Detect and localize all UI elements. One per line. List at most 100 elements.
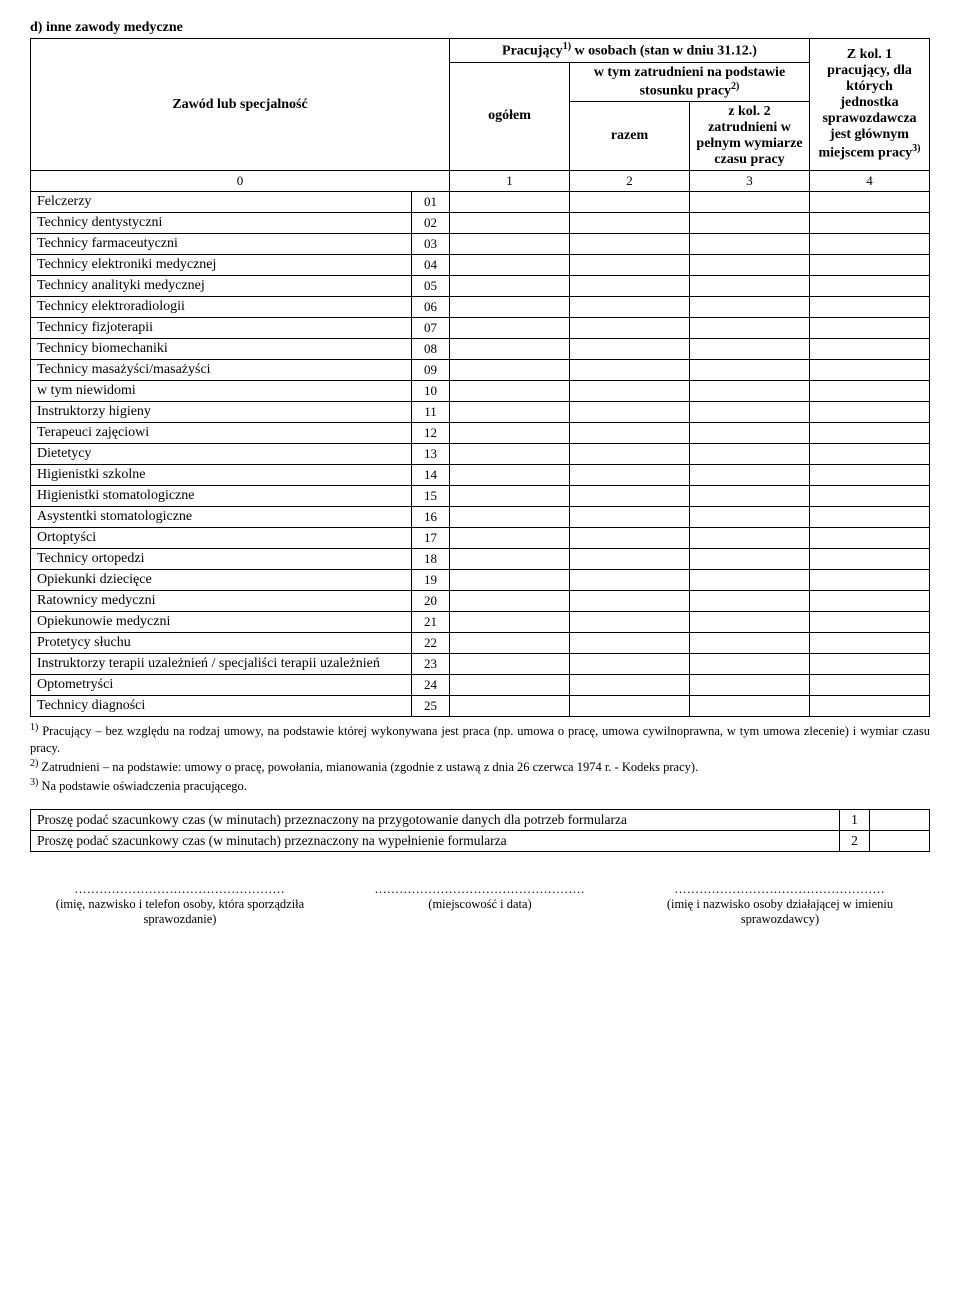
data-cell[interactable]	[570, 276, 690, 297]
data-cell[interactable]	[570, 486, 690, 507]
data-cell[interactable]	[810, 654, 930, 675]
data-cell[interactable]	[450, 633, 570, 654]
data-cell[interactable]	[570, 213, 690, 234]
data-cell[interactable]	[810, 528, 930, 549]
data-cell[interactable]	[450, 255, 570, 276]
data-cell[interactable]	[570, 654, 690, 675]
data-cell[interactable]	[810, 675, 930, 696]
data-cell[interactable]	[810, 423, 930, 444]
data-cell[interactable]	[810, 255, 930, 276]
data-cell[interactable]	[810, 381, 930, 402]
data-cell[interactable]	[690, 339, 810, 360]
data-cell[interactable]	[690, 444, 810, 465]
data-cell[interactable]	[690, 213, 810, 234]
data-cell[interactable]	[450, 402, 570, 423]
data-cell[interactable]	[450, 213, 570, 234]
data-cell[interactable]	[690, 465, 810, 486]
data-cell[interactable]	[450, 654, 570, 675]
data-cell[interactable]	[570, 507, 690, 528]
data-cell[interactable]	[450, 360, 570, 381]
data-cell[interactable]	[570, 696, 690, 717]
data-cell[interactable]	[690, 486, 810, 507]
data-cell[interactable]	[450, 696, 570, 717]
data-cell[interactable]	[570, 612, 690, 633]
data-cell[interactable]	[810, 402, 930, 423]
data-cell[interactable]	[810, 486, 930, 507]
data-cell[interactable]	[810, 633, 930, 654]
data-cell[interactable]	[570, 381, 690, 402]
data-cell[interactable]	[690, 696, 810, 717]
data-cell[interactable]	[690, 570, 810, 591]
data-cell[interactable]	[570, 402, 690, 423]
data-cell[interactable]	[810, 318, 930, 339]
data-cell[interactable]	[690, 381, 810, 402]
data-cell[interactable]	[450, 339, 570, 360]
data-cell[interactable]	[810, 465, 930, 486]
data-cell[interactable]	[690, 318, 810, 339]
data-cell[interactable]	[690, 192, 810, 213]
data-cell[interactable]	[810, 192, 930, 213]
data-cell[interactable]	[570, 444, 690, 465]
data-cell[interactable]	[690, 234, 810, 255]
data-cell[interactable]	[690, 276, 810, 297]
data-cell[interactable]	[690, 549, 810, 570]
data-cell[interactable]	[810, 339, 930, 360]
data-cell[interactable]	[450, 234, 570, 255]
data-cell[interactable]	[570, 360, 690, 381]
data-cell[interactable]	[450, 507, 570, 528]
data-cell[interactable]	[450, 444, 570, 465]
data-cell[interactable]	[810, 612, 930, 633]
data-cell[interactable]	[810, 549, 930, 570]
data-cell[interactable]	[690, 360, 810, 381]
data-cell[interactable]	[570, 465, 690, 486]
data-cell[interactable]	[570, 255, 690, 276]
data-cell[interactable]	[690, 402, 810, 423]
data-cell[interactable]	[810, 696, 930, 717]
data-cell[interactable]	[450, 570, 570, 591]
data-cell[interactable]	[450, 675, 570, 696]
data-cell[interactable]	[450, 423, 570, 444]
data-cell[interactable]	[690, 255, 810, 276]
data-cell[interactable]	[690, 528, 810, 549]
data-cell[interactable]	[690, 507, 810, 528]
data-cell[interactable]	[450, 591, 570, 612]
time-row-1-input[interactable]	[870, 810, 930, 831]
data-cell[interactable]	[690, 423, 810, 444]
data-cell[interactable]	[570, 528, 690, 549]
data-cell[interactable]	[810, 297, 930, 318]
time-row-2-input[interactable]	[870, 831, 930, 852]
data-cell[interactable]	[570, 192, 690, 213]
data-cell[interactable]	[450, 528, 570, 549]
data-cell[interactable]	[450, 465, 570, 486]
data-cell[interactable]	[570, 591, 690, 612]
data-cell[interactable]	[690, 675, 810, 696]
data-cell[interactable]	[450, 381, 570, 402]
data-cell[interactable]	[810, 591, 930, 612]
data-cell[interactable]	[690, 591, 810, 612]
data-cell[interactable]	[450, 276, 570, 297]
data-cell[interactable]	[810, 276, 930, 297]
data-cell[interactable]	[810, 360, 930, 381]
data-cell[interactable]	[810, 234, 930, 255]
data-cell[interactable]	[570, 633, 690, 654]
data-cell[interactable]	[450, 192, 570, 213]
data-cell[interactable]	[570, 423, 690, 444]
data-cell[interactable]	[690, 633, 810, 654]
data-cell[interactable]	[570, 234, 690, 255]
data-cell[interactable]	[450, 549, 570, 570]
data-cell[interactable]	[810, 444, 930, 465]
data-cell[interactable]	[570, 549, 690, 570]
data-cell[interactable]	[570, 570, 690, 591]
data-cell[interactable]	[810, 213, 930, 234]
data-cell[interactable]	[570, 339, 690, 360]
data-cell[interactable]	[450, 297, 570, 318]
data-cell[interactable]	[810, 570, 930, 591]
data-cell[interactable]	[570, 318, 690, 339]
data-cell[interactable]	[690, 612, 810, 633]
data-cell[interactable]	[810, 507, 930, 528]
data-cell[interactable]	[570, 297, 690, 318]
data-cell[interactable]	[690, 297, 810, 318]
data-cell[interactable]	[690, 654, 810, 675]
data-cell[interactable]	[570, 675, 690, 696]
data-cell[interactable]	[450, 612, 570, 633]
